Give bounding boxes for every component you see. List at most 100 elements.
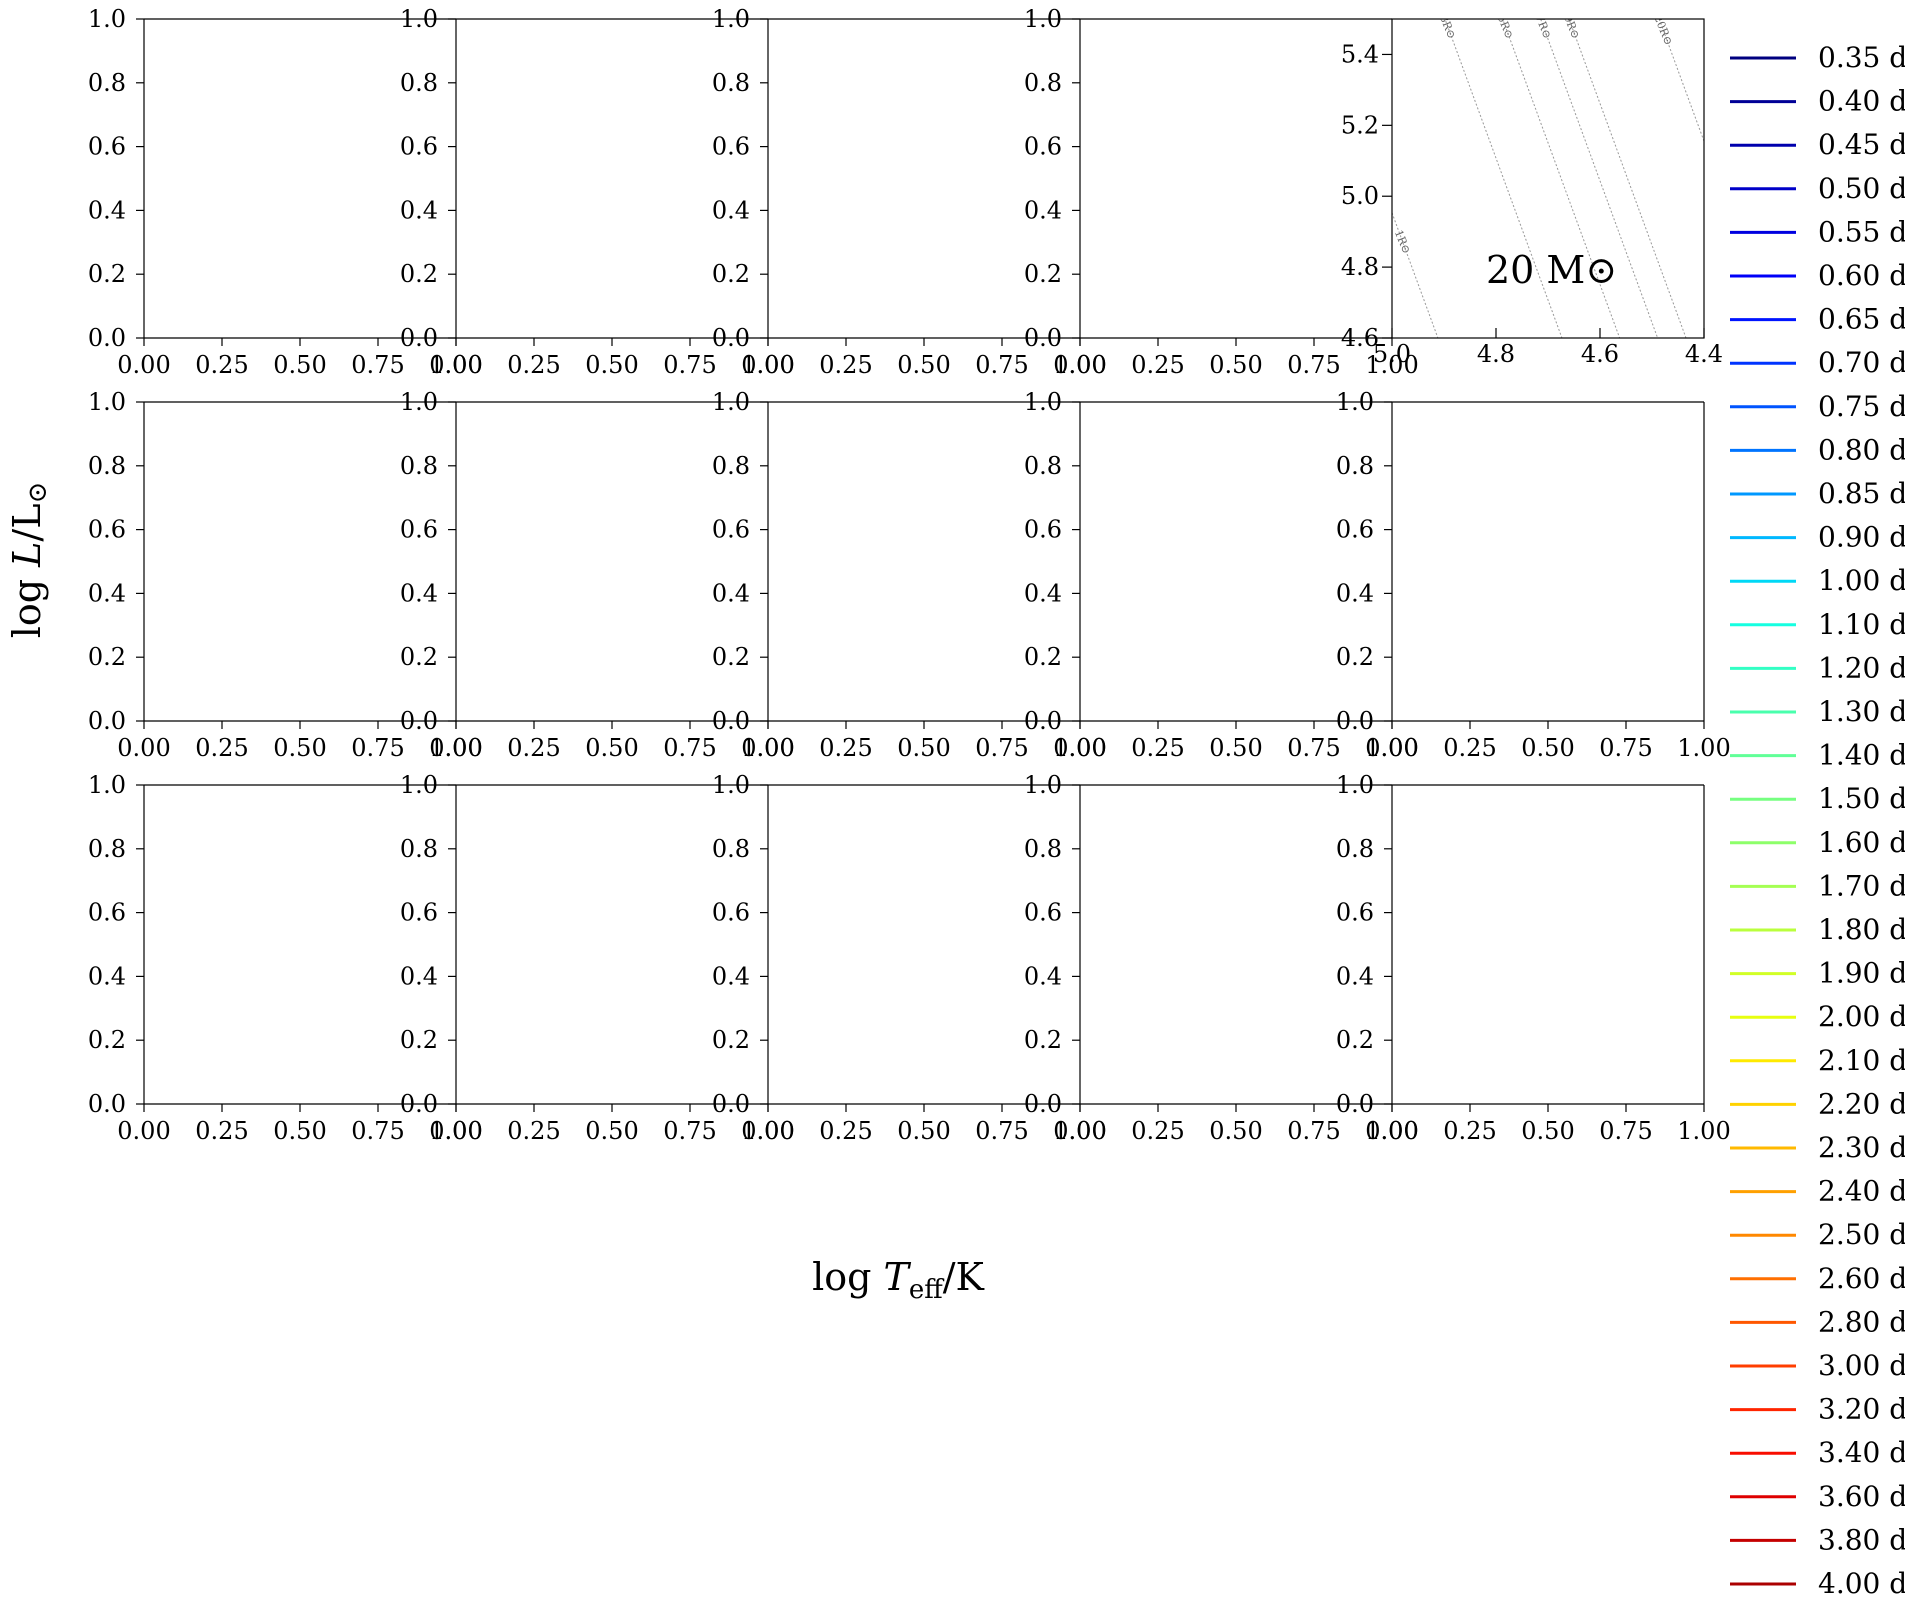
legend-label: 1.70 d [1818,869,1905,902]
empty-panel: 0.00 0.25 0.50 0.75 1.000.00.20.40.60.81.0 [88,388,483,762]
x-tick-label: 1.00 [1053,351,1106,379]
y-tick-label: 0.8 [712,69,750,97]
x-tick-label: 0.50 [273,734,326,762]
legend-entry: 1.00 d [1730,564,1905,597]
empty-panel: 0.00 0.25 0.50 0.75 1.000.00.20.40.60.81.0 [1024,771,1419,1145]
legend-label: 1.20 d [1818,651,1905,684]
empty-panel: 0.00 0.25 0.50 0.75 1.000.00.20.40.60.81.0 [1336,388,1731,762]
legend-label: 1.50 d [1818,782,1905,815]
x-tick-label: 0.50 [1521,734,1574,762]
y-tick-label: 0.4 [88,962,126,990]
legend-entry: 2.30 d [1730,1131,1905,1164]
legend-entry: 2.00 d [1730,1000,1905,1033]
legend-label: 1.90 d [1818,957,1905,990]
y-tick-label: 0.0 [400,707,438,735]
legend-entry: 0.35 d [1730,41,1905,74]
radius-isoline [1540,19,1659,338]
y-tick-label: 0.4 [1336,579,1374,607]
x-tick-label: 0.25 [1443,1117,1496,1145]
y-tick-label: 0.4 [400,579,438,607]
y-tick-label: 0.0 [1024,1090,1062,1118]
x-tick-label: 0.25 [195,1117,248,1145]
x-tick-label: 0.50 [1209,351,1262,379]
legend-entry: 2.40 d [1730,1175,1905,1208]
y-tick-label: 0.2 [400,643,438,671]
x-tick-label: 4.4 [1685,340,1723,368]
x-tick-label: 0.75 [1599,1117,1652,1145]
mass-label: 20 M⊙ [1486,248,1617,292]
legend-entry: 0.55 d [1730,215,1905,248]
y-tick-label: 0.0 [88,1090,126,1118]
x-tick-label: 5.0 [1373,340,1411,368]
legend-entry: 1.70 d [1730,869,1905,902]
y-tick-label: 0.4 [712,196,750,224]
legend-label: 1.10 d [1818,608,1905,641]
x-tick-label: 0.75 [351,351,404,379]
legend-label: 3.00 d [1818,1349,1905,1382]
x-tick-label: 1.00 [1677,734,1730,762]
radius-isolines: 1R⊙ 3R⊙ 5R⊙ 7R⊙ 9R⊙ 20R⊙ [1392,13,1704,338]
y-tick-label: 1.0 [88,771,126,799]
x-tick-label: 0.00 [1053,1117,1106,1145]
radius-isoline-label: 3R⊙ [1437,13,1458,41]
y-tick-label: 1.0 [712,388,750,416]
legend-entry: 2.80 d [1730,1305,1905,1338]
legend-entry: 0.90 d [1730,521,1905,554]
y-tick-label: 0.0 [1024,707,1062,735]
y-tick-label: 1.0 [88,5,126,33]
x-tick-label: 0.50 [1209,1117,1262,1145]
x-axis-label: log Teff/K [812,1255,984,1305]
y-tick-label: 0.4 [1024,196,1062,224]
x-tick-label: 0.00 [1365,734,1418,762]
x-tick-label: 0.50 [273,1117,326,1145]
radius-isoline-label: 5R⊙ [1495,13,1516,41]
y-tick-label: 0.8 [88,452,126,480]
y-tick-label: 0.0 [1336,707,1374,735]
y-tick-label: 1.0 [712,771,750,799]
x-tick-label: 0.75 [663,734,716,762]
x-tick-label: 0.00 [741,734,794,762]
x-tick-label: 0.00 [117,1117,170,1145]
y-tick-label: 0.0 [400,1090,438,1118]
legend-label: 2.60 d [1818,1262,1905,1295]
legend-entry: 2.60 d [1730,1262,1905,1295]
y-tick-label: 1.0 [400,5,438,33]
y-tick-label: 0.6 [712,516,750,544]
y-tick-label: 0.2 [400,260,438,288]
y-tick-label: 0.2 [1024,260,1062,288]
x-tick-label: 0.25 [819,734,872,762]
panel-grid: 0.00 0.25 0.50 0.75 1.000.00.20.40.60.81.00.… [88,5,1731,1145]
legend-entry: 0.60 d [1730,259,1905,292]
legend-label: 3.80 d [1818,1523,1905,1556]
radius-isoline [1568,19,1687,338]
legend-entry: 2.10 d [1730,1044,1905,1077]
y-tick-label: 5.0 [1341,182,1379,210]
legend: 0.35 d 0.40 d 0.45 d 0.50 d 0.55 d 0.60 d 0.65… [1730,41,1905,1600]
legend-entry: 3.00 d [1730,1349,1905,1382]
y-tick-label: 0.8 [1336,835,1374,863]
radius-isoline-label: 9R⊙ [1561,13,1582,41]
x-tick-label: 0.25 [1131,351,1184,379]
legend-label: 0.80 d [1818,433,1905,466]
y-tick-label: 0.0 [1024,324,1062,352]
legend-entry: 0.85 d [1730,477,1905,510]
x-tick-label: 0.50 [585,734,638,762]
legend-label: 0.50 d [1818,172,1905,205]
y-tick-label: 0.8 [1024,69,1062,97]
y-tick-label: 0.2 [1024,1026,1062,1054]
x-tick-label: 0.00 [741,351,794,379]
x-tick-label: 0.25 [507,1117,560,1145]
x-tick-label: 0.75 [975,1117,1028,1145]
legend-label: 1.00 d [1818,564,1905,597]
empty-panel: 0.00 0.25 0.50 0.75 1.000.00.20.40.60.81.0 [88,771,483,1145]
y-tick-label: 0.8 [88,835,126,863]
y-tick-label: 0.6 [400,899,438,927]
y-tick-label: 0.2 [88,1026,126,1054]
x-tick-label: 1.00 [429,1117,482,1145]
x-tick-label: 1.00 [741,1117,794,1145]
y-tick-label: 0.8 [712,452,750,480]
legend-label: 2.00 d [1818,1000,1905,1033]
x-tick-label: 0.75 [975,351,1028,379]
legend-label: 0.70 d [1818,346,1905,379]
y-tick-label: 0.6 [1336,899,1374,927]
